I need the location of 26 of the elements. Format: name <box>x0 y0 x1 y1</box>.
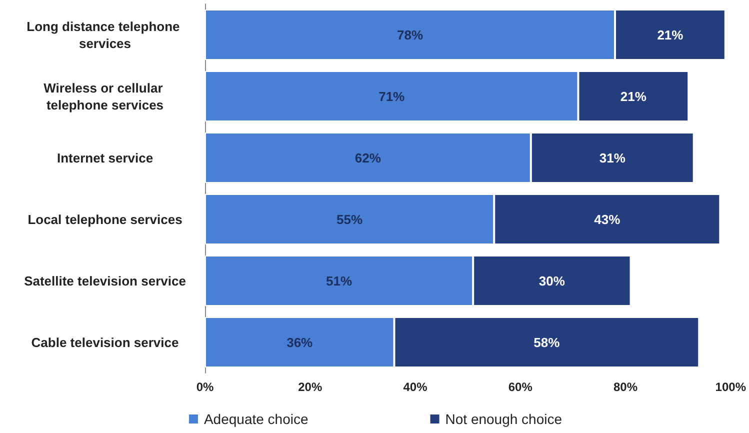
x-tick-label: 100% <box>715 380 746 394</box>
legend-label: Adequate choice <box>204 411 308 427</box>
y-tick-label: Long distance telephone services <box>26 18 184 51</box>
data-label: 21% <box>620 88 647 104</box>
data-label: 62% <box>354 150 382 166</box>
data-label: 31% <box>599 150 626 166</box>
x-tick-label: 40% <box>403 380 428 394</box>
x-tick-label: 80% <box>614 380 638 394</box>
data-label: 58% <box>534 334 560 350</box>
y-tick-label: Internet service <box>56 150 154 166</box>
x-tick-label: 0% <box>196 380 214 394</box>
legend-label: Not enough choice <box>445 411 562 427</box>
data-label: 78% <box>396 27 424 42</box>
y-tick-label: Cable television service <box>31 334 179 350</box>
data-label: 30% <box>538 273 566 288</box>
x-tick-label: 20% <box>298 380 322 394</box>
y-tick-label: Local telephone services <box>28 212 182 227</box>
y-tick-label: Wireless or cellular telephone services <box>44 80 166 112</box>
y-tick-label: Satellite television service <box>24 273 186 288</box>
data-label: 36% <box>286 334 314 350</box>
data-label: 71% <box>378 88 406 104</box>
data-label: 51% <box>326 273 352 288</box>
data-label: 55% <box>336 212 363 227</box>
x-tick-label: 60% <box>508 380 533 394</box>
data-label: 21% <box>657 27 684 42</box>
data-label: 43% <box>594 212 621 227</box>
